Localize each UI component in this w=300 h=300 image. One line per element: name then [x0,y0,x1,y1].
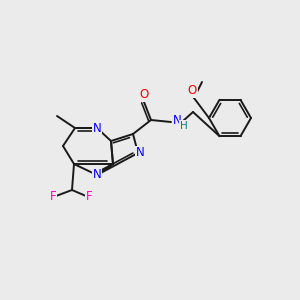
Text: O: O [140,88,148,101]
Text: O: O [188,85,196,98]
Text: N: N [172,113,182,127]
Text: F: F [50,190,56,203]
Text: H: H [180,121,188,131]
Text: F: F [86,190,92,203]
Text: N: N [93,122,101,134]
Text: N: N [136,146,144,160]
Text: N: N [93,169,101,182]
